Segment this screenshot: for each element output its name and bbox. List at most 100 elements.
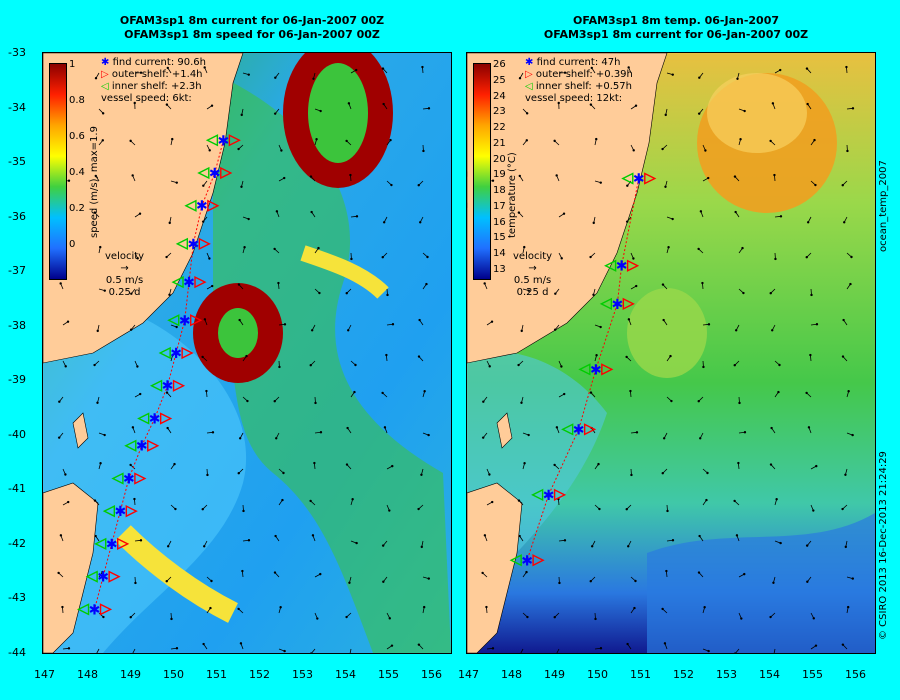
velocity-arrowhead xyxy=(527,289,530,292)
triangle-left-icon: ◁ xyxy=(101,81,109,92)
x-tick-label: 149 xyxy=(120,668,141,681)
velocity-arrowhead xyxy=(739,138,742,141)
velocity-arrowhead xyxy=(59,534,63,537)
velocity-arrowhead xyxy=(841,643,845,646)
eddy-core xyxy=(218,308,258,358)
velocity-arrowhead xyxy=(778,363,781,367)
velocity-arrowhead xyxy=(553,139,556,143)
velocity-arrowhead xyxy=(211,431,215,434)
velocity-key: velocity → 0.5 m/s 0.25 d xyxy=(105,251,144,299)
inner-shelf-marker xyxy=(85,570,98,583)
inner-shelf-marker xyxy=(175,237,189,251)
velocity-arrowhead xyxy=(130,292,133,295)
velocity-arrowhead xyxy=(595,354,598,357)
velocity-arrowhead xyxy=(779,541,782,545)
velocity-arrowhead xyxy=(136,257,139,260)
x-tick-label: 148 xyxy=(77,668,98,681)
velocity-arrowhead xyxy=(485,605,488,609)
velocity-arrowhead xyxy=(240,185,243,189)
velocity-arrowhead xyxy=(274,534,277,538)
inner-shelf-marker xyxy=(124,439,137,452)
velocity-arrowhead xyxy=(491,647,495,650)
velocity-arrowhead xyxy=(738,401,741,405)
cbar-tick: 19 xyxy=(493,169,506,181)
velocity-arrowhead xyxy=(175,647,179,650)
velocity-arrowhead xyxy=(845,65,848,69)
velocity-arrowhead xyxy=(64,365,67,368)
velocity-arrow xyxy=(349,648,352,653)
velocity-arrowhead xyxy=(94,174,97,178)
cool-water xyxy=(647,513,875,653)
velocity-arrowhead xyxy=(735,534,739,537)
velocity-arrowhead xyxy=(139,392,142,396)
outer-shelf-marker xyxy=(190,314,203,327)
inner-shelf-marker xyxy=(167,314,180,327)
cbar-tick: 22 xyxy=(493,122,506,134)
velocity-arrowhead xyxy=(849,282,852,286)
inner-shelf-marker xyxy=(509,554,522,567)
velocity-arrowhead xyxy=(771,329,774,332)
track-line xyxy=(94,140,224,610)
velocity-arrowhead xyxy=(844,545,847,549)
velocity-arrowhead xyxy=(381,544,385,547)
outer-shelf-marker xyxy=(108,570,121,583)
outer-shelf-marker xyxy=(125,505,138,518)
triangle-right-icon: ▷ xyxy=(525,69,533,80)
velocity-scale-arrow-icon: → xyxy=(120,263,129,274)
cbar-tick: 13 xyxy=(493,264,506,275)
velocity-arrowhead xyxy=(316,617,319,620)
outer-shelf-marker xyxy=(626,259,640,272)
velocity-arrowhead xyxy=(589,580,592,583)
velocity-arrowhead xyxy=(247,73,250,76)
velocity-arrowhead xyxy=(245,354,248,358)
velocity-arrowhead xyxy=(563,392,566,396)
velocity-arrowhead xyxy=(355,215,359,218)
velocity-arrowhead xyxy=(277,281,280,285)
velocity-arrowhead xyxy=(314,401,317,405)
find-current-marker: ✱ xyxy=(187,237,199,253)
outer-shelf-marker xyxy=(622,297,635,311)
velocity-arrowhead xyxy=(381,67,385,70)
velocity-arrowhead xyxy=(592,293,595,297)
velocity-arrowhead xyxy=(743,109,746,113)
inner-shelf-marker xyxy=(158,346,171,360)
velocity-arrowhead xyxy=(283,649,286,653)
velocity-arrowhead xyxy=(129,328,133,331)
velocity-arrowhead xyxy=(319,572,322,576)
velocity-arrowhead xyxy=(317,246,320,250)
velocity-arrowhead xyxy=(390,183,393,187)
velocity-arrowhead xyxy=(237,147,240,151)
velocity-arrowhead xyxy=(488,365,491,368)
velocity-arrowhead xyxy=(773,173,776,177)
legend-find-current: ✱ find current: 90.6h xyxy=(101,57,206,69)
velocity-arrowhead xyxy=(851,433,854,437)
x-tick-label: 150 xyxy=(587,668,608,681)
velocity-arrowhead xyxy=(210,104,214,107)
find-current-marker: ✱ xyxy=(573,422,585,438)
velocity-arrowhead xyxy=(203,318,207,321)
velocity-arrowhead xyxy=(846,605,850,609)
cbar-tick: 0.8 xyxy=(69,95,85,106)
velocity-arrowhead xyxy=(93,363,96,367)
velocity-arrowhead xyxy=(815,464,818,468)
find-current-marker: ✱ xyxy=(611,297,623,313)
cbar-tick: 25 xyxy=(493,74,506,86)
velocity-arrowhead xyxy=(589,103,593,106)
velocity-arrowhead xyxy=(354,363,357,367)
temperature-colorbar xyxy=(473,63,491,280)
velocity-arrowhead xyxy=(175,325,178,329)
velocity-arrowhead xyxy=(206,473,209,477)
velocity-arrowhead xyxy=(175,181,178,184)
velocity-arrowhead xyxy=(165,103,169,106)
inner-shelf-marker xyxy=(76,603,90,616)
velocity-arrowhead xyxy=(99,245,102,249)
velocity-arrowhead xyxy=(345,139,348,143)
legend-outer-shelf-label: outer shelf: +1.4h xyxy=(111,69,203,80)
track-legend: ✱ find current: 90.6h ▷ outer shelf: +1.… xyxy=(101,57,206,105)
legend-inner-shelf-label: inner shelf: +0.57h xyxy=(535,81,632,92)
velocity-arrowhead xyxy=(349,173,352,177)
velocity-arrowhead xyxy=(697,112,701,115)
y-tick-label: -40 xyxy=(8,427,26,441)
velocity-arrowhead xyxy=(421,65,424,69)
velocity-arrowhead xyxy=(592,221,595,225)
